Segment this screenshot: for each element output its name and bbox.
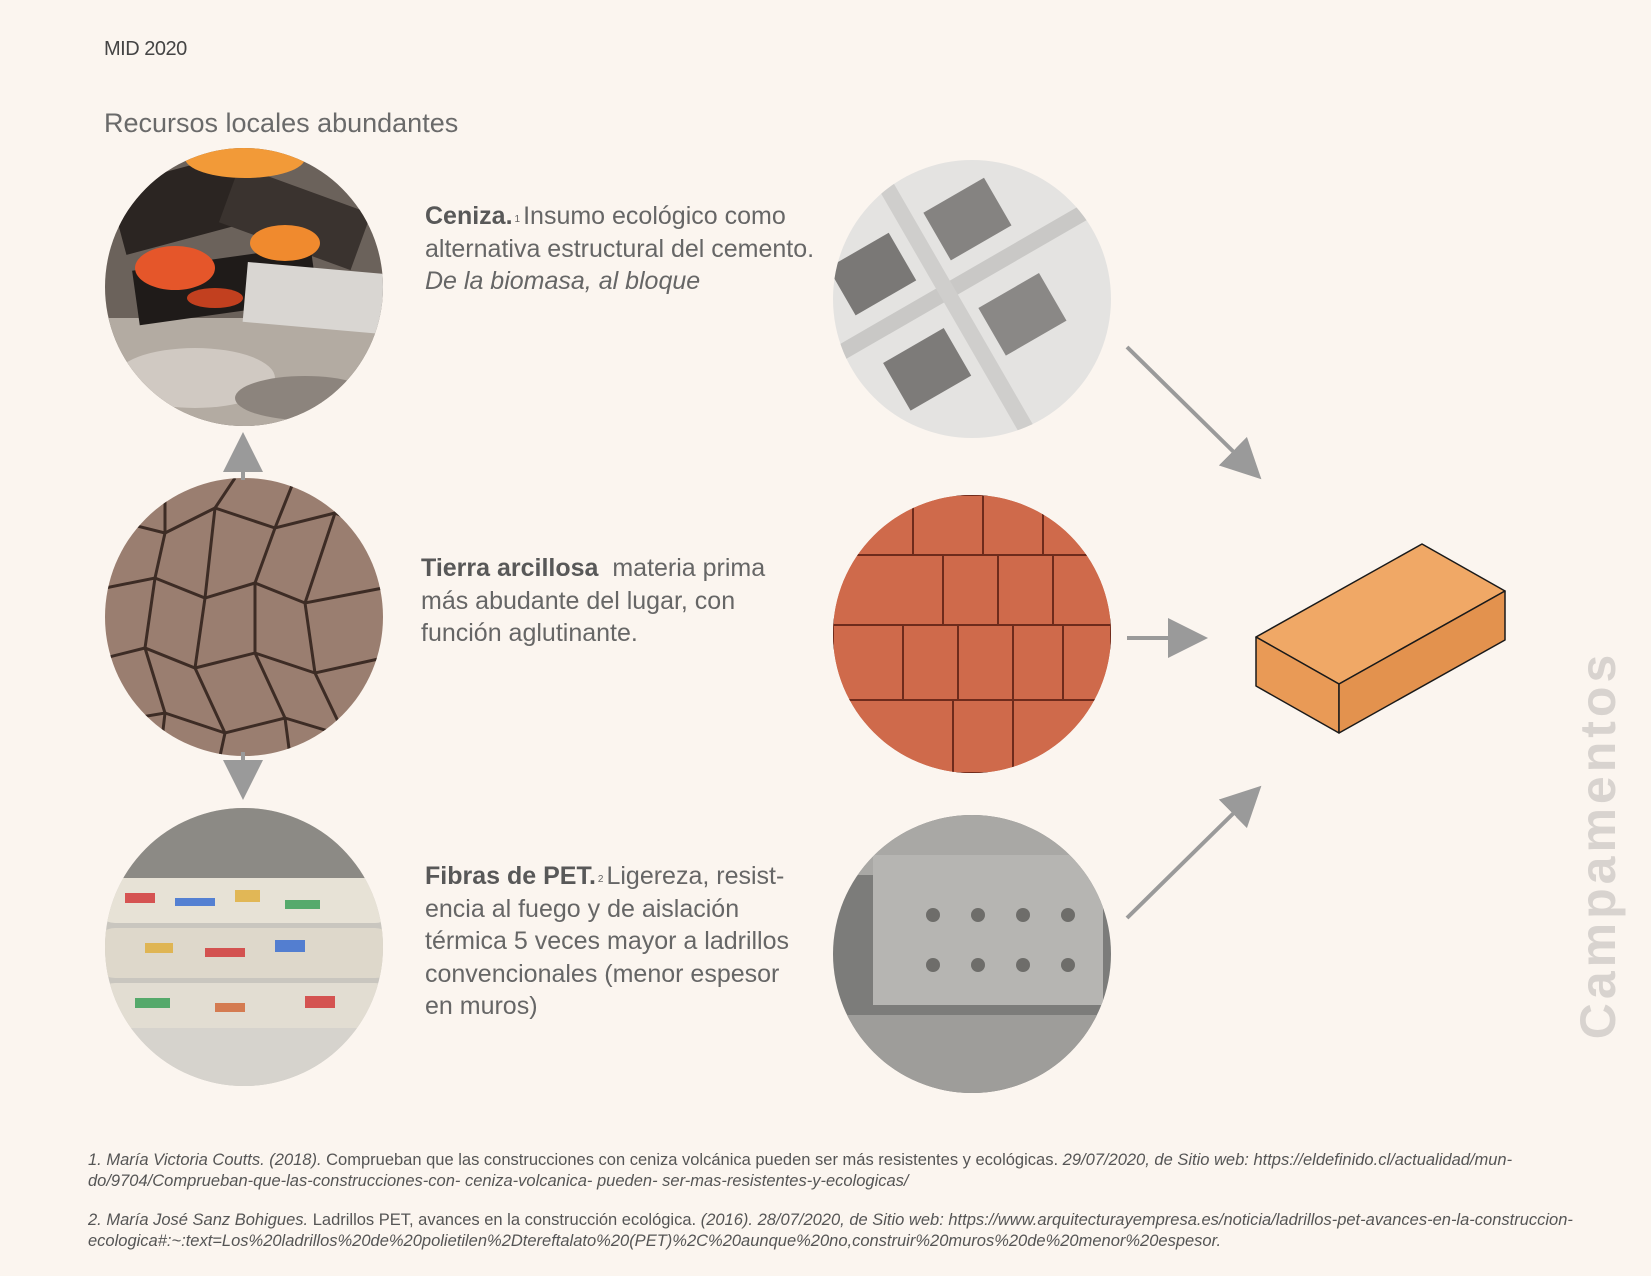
ash-text: Insumo ecológico como alternativa estruc… bbox=[425, 202, 815, 263]
pet-description: Fibras de PET. 2 Ligereza, resist- encia a… bbox=[425, 860, 795, 1023]
clay-text: materia prima más abudante del lugar, co… bbox=[421, 554, 766, 647]
concrete-block-image bbox=[833, 160, 1111, 438]
footnote-2-access: (2016). 28/07/2020, de Sitio web: https:… bbox=[88, 1211, 1573, 1250]
arrow-bottom-to-brick bbox=[1125, 785, 1262, 920]
footnote-1-authors: 1. María Victoria Coutts. (2018). bbox=[88, 1151, 322, 1169]
ash-fire-image bbox=[105, 148, 383, 426]
footnote-2-authors: 2. María José Sanz Bohigues. bbox=[88, 1211, 309, 1229]
ash-ref: 1 bbox=[514, 214, 521, 225]
pet-title: Fibras de PET. bbox=[425, 862, 596, 890]
pet-fibers-image bbox=[105, 808, 383, 1086]
ash-subtitle: De la biomasa, al bloque bbox=[425, 267, 701, 295]
ash-description: Ceniza. 1 Insumo ecológico como alternativ… bbox=[425, 200, 845, 298]
footnote-1-title: Comprueban que las construcciones con ce… bbox=[326, 1151, 1059, 1169]
footnote-1: 1. María Victoria Coutts. (2018). Compru… bbox=[88, 1150, 1588, 1192]
pet-text: Ligereza, resist- encia al fuego y de ai… bbox=[425, 862, 790, 1020]
footnote-1-access: 29/07/2020, de Sitio web: https://eldefi… bbox=[88, 1151, 1513, 1190]
cracked-clay-image bbox=[105, 478, 383, 756]
header-tag: MID 2020 bbox=[104, 38, 187, 60]
ash-title: Ceniza. bbox=[425, 202, 513, 230]
brick-icon bbox=[1255, 543, 1506, 734]
footnote-2-title: Ladrillos PET, avances en la construcció… bbox=[312, 1211, 697, 1229]
pet-block-image bbox=[833, 815, 1111, 1093]
footnote-2: 2. María José Sanz Bohigues. Ladrillos P… bbox=[88, 1210, 1588, 1252]
arrow-top-to-brick bbox=[1125, 345, 1262, 480]
side-label: Campamentos bbox=[1570, 650, 1626, 1040]
section-title: Recursos locales abundantes bbox=[104, 108, 459, 138]
pet-ref: 2 bbox=[597, 874, 604, 885]
clay-description: Tierra arcillosa materia prima más abuda… bbox=[421, 552, 781, 650]
clay-bricks-image bbox=[833, 495, 1111, 773]
footnotes: 1. María Victoria Coutts. (2018). Compru… bbox=[88, 1150, 1588, 1270]
clay-title: Tierra arcillosa bbox=[421, 554, 599, 582]
